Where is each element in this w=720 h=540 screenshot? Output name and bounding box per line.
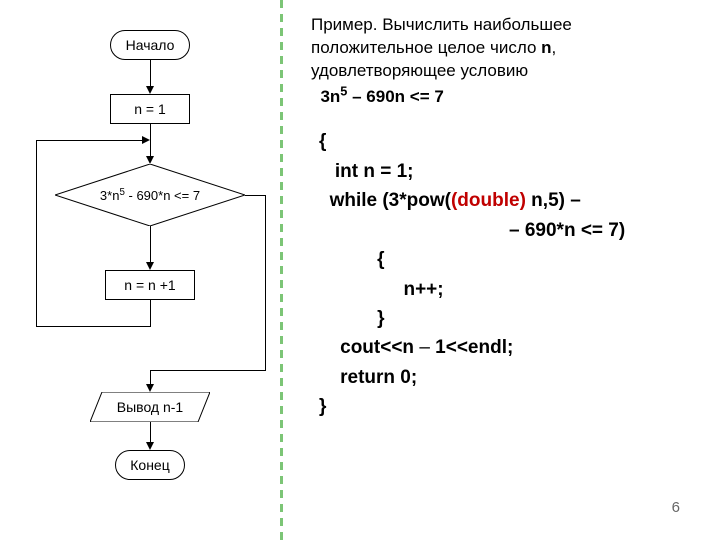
flow-increment: n = n +1 <box>105 270 195 300</box>
flow-init: n = 1 <box>110 94 190 124</box>
code-line: int n = 1; <box>319 157 700 186</box>
code-block: { int n = 1; while (3*pow((double) n,5) … <box>311 127 700 421</box>
flow-output: Вывод n-1 <box>90 392 210 422</box>
flow-start-label: Начало <box>126 37 175 53</box>
code-line: { <box>319 127 700 156</box>
code-line: { <box>319 245 700 274</box>
code-line: – 690*n <= 7) <box>319 216 700 245</box>
flow-end: Конец <box>115 450 185 480</box>
flow-decision-label: 3*n5 - 690*n <= 7 <box>100 187 200 203</box>
code-line: while (3*pow((double) n,5) – <box>319 186 700 215</box>
flowchart-panel: Начало n = 1 3*n5 - 690*n <= 7 n = n +1 <box>0 0 280 540</box>
problem-description: Пример. Вычислить наибольшее положительн… <box>311 14 700 109</box>
flow-end-label: Конец <box>130 457 169 473</box>
content-panel: Пример. Вычислить наибольшее положительн… <box>283 0 720 540</box>
code-line: n++; <box>319 275 700 304</box>
flow-output-label: Вывод n-1 <box>117 399 183 415</box>
flow-incr-label: n = n +1 <box>124 277 175 293</box>
flow-init-label: n = 1 <box>134 101 166 117</box>
code-line: cout<<n – 1<<endl; <box>319 333 700 362</box>
code-line: return 0; <box>319 363 700 392</box>
flow-start: Начало <box>110 30 190 60</box>
page-number: 6 <box>672 499 680 516</box>
code-line: } <box>319 392 700 421</box>
code-line: } <box>319 304 700 333</box>
flow-decision: 3*n5 - 690*n <= 7 <box>55 164 245 226</box>
